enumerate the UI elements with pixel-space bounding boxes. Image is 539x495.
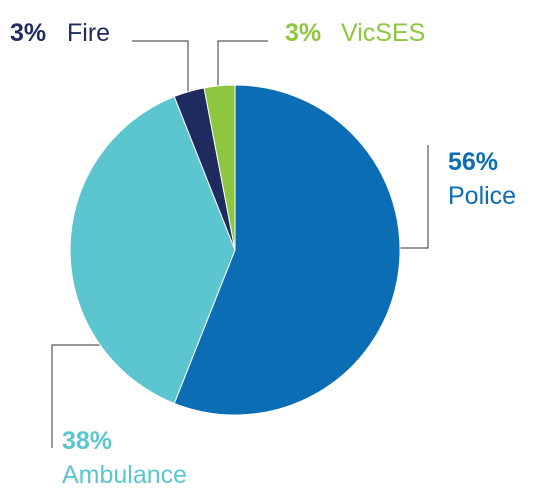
leader-line bbox=[390, 145, 429, 249]
slice-label: Fire bbox=[67, 19, 110, 47]
slice-percent: 56% bbox=[448, 148, 498, 176]
pie-slice bbox=[173, 84, 401, 416]
leader-line bbox=[217, 40, 268, 88]
slice-label: VicSES bbox=[341, 19, 425, 47]
slice-label: Police bbox=[448, 182, 516, 210]
pie-slice bbox=[69, 95, 236, 405]
leader-line bbox=[51, 344, 105, 448]
slice-percent: 3% bbox=[10, 19, 46, 47]
leader-line bbox=[132, 40, 189, 96]
slice-label: Ambulance bbox=[62, 461, 187, 489]
slice-percent: 38% bbox=[62, 427, 112, 455]
slice-percent: 3% bbox=[285, 19, 321, 47]
pie-slice bbox=[203, 84, 236, 251]
